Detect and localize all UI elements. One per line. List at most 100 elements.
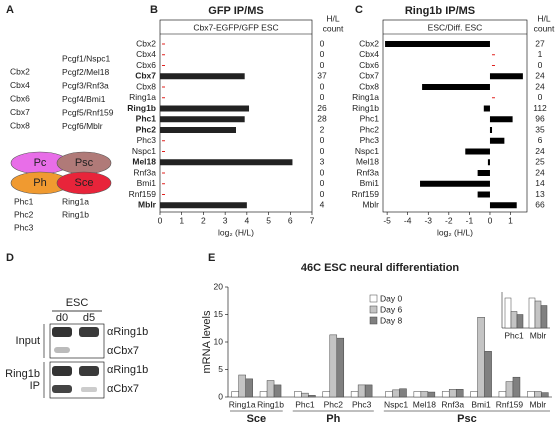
category-label: Phc1: [136, 114, 157, 124]
lane-label: d5: [83, 312, 95, 324]
bar: [470, 391, 478, 398]
bar: [505, 381, 514, 398]
blot-title: ESC: [66, 297, 89, 309]
category-label: Ring1a: [129, 92, 156, 102]
count-label: 0: [320, 146, 325, 156]
count-label: 66: [535, 200, 545, 210]
panel-label: A: [6, 4, 14, 16]
bar: [350, 391, 359, 398]
group-label: Sce: [247, 413, 267, 424]
category-label: Rnf3a: [133, 167, 156, 177]
cbx-label: Cbx8: [10, 120, 30, 130]
count-label: 0: [320, 189, 325, 199]
bar: [489, 137, 505, 144]
antibody-label: αCbx7: [107, 345, 139, 357]
count-label: 6: [538, 135, 543, 145]
legend-swatch: [369, 316, 378, 325]
category-label: Nspc1: [355, 146, 379, 156]
count-label: 112: [533, 103, 547, 113]
cbx-label: Cbx4: [10, 80, 30, 90]
x-tick-label: Phc1: [295, 399, 315, 409]
category-label: Bmi1: [360, 178, 380, 188]
category-label: Cbx4: [359, 49, 379, 59]
category-label: Ring1b: [352, 103, 379, 113]
chart-title: 46C ESC neural differentiation: [301, 262, 460, 274]
category-label: Nspc1: [132, 146, 156, 156]
bar: [294, 391, 302, 398]
bar: [273, 384, 282, 398]
category-label: Rnf159: [352, 189, 380, 199]
category-label: Cbx4: [136, 49, 156, 59]
category-label: Mel18: [132, 157, 156, 167]
bar: [329, 334, 338, 398]
panel-label: E: [208, 252, 215, 264]
category-label: Mel18: [356, 157, 379, 167]
pcgf-label: Pcgf3/Rnf3a: [62, 80, 109, 90]
sce-ellipse: [56, 171, 112, 195]
count-label: 0: [320, 135, 325, 145]
bar: [231, 391, 239, 398]
bar: [487, 159, 490, 166]
bar: [385, 41, 490, 47]
bar: [465, 148, 490, 155]
inset-bar: [504, 297, 512, 329]
bar: [477, 191, 490, 198]
plot-frame: [159, 19, 313, 213]
y-tick-label: 5: [218, 364, 223, 374]
bar: [512, 376, 521, 398]
bar: [427, 391, 436, 398]
x-axis-label: log₂ (H/L): [437, 227, 473, 237]
x-tick-label: 5: [266, 215, 271, 225]
bar: [160, 105, 250, 112]
count-label: 96: [535, 114, 545, 124]
count-label: 2: [320, 124, 325, 134]
pcgf-label: Pcgf1/Nspc1: [62, 53, 110, 63]
blot-group-label: IP: [30, 380, 40, 392]
x-tick-label: -1: [466, 215, 474, 225]
panel-label: C: [355, 4, 363, 16]
blot-group-label: Input: [16, 335, 40, 347]
chart-title: Ring1b IP/MS: [405, 5, 475, 17]
legend-swatch: [369, 294, 378, 303]
count-label: 13: [535, 189, 545, 199]
count-label: 24: [535, 71, 545, 81]
count-label: 4: [320, 200, 325, 210]
x-tick-label: Ring1a: [229, 399, 256, 409]
lane-label: d0: [56, 312, 68, 324]
bar: [489, 73, 523, 80]
category-label: Rnf3a: [356, 167, 379, 177]
antibody-label: αCbx7: [107, 383, 139, 395]
count-label: 28: [317, 114, 327, 124]
count-label: 0: [320, 178, 325, 188]
legend-label: Day 6: [380, 304, 402, 314]
category-label: Rnf159: [129, 189, 157, 199]
count-label: 3: [320, 157, 325, 167]
count-label: 37: [317, 71, 327, 81]
x-tick-label: 0: [488, 215, 493, 225]
x-tick-label: 0: [158, 215, 163, 225]
legend-label: Day 8: [380, 315, 402, 325]
cbx-label: Cbx7: [10, 107, 30, 117]
count-label: 0: [320, 167, 325, 177]
category-label: Cbx2: [136, 38, 156, 48]
bar: [534, 391, 542, 398]
bar: [160, 116, 245, 123]
y-axis-label: mRNA levels: [201, 310, 213, 373]
x-tick-label: 4: [244, 215, 249, 225]
bar: [160, 73, 245, 80]
cbx-label: Cbx6: [10, 93, 30, 103]
blot-band: [79, 366, 99, 376]
phc-label: Phc1: [14, 196, 34, 206]
group-label: Ph: [326, 413, 340, 424]
bar: [422, 84, 490, 90]
bar: [322, 391, 331, 398]
bar: [336, 337, 345, 398]
count-label: 0: [538, 60, 543, 70]
x-tick-label: -2: [445, 215, 453, 225]
x-tick-label: 6: [288, 215, 293, 225]
count-label: 24: [535, 167, 545, 177]
count-header: count: [323, 23, 344, 33]
count-header: count: [534, 23, 555, 33]
category-label: Mblr: [138, 200, 157, 210]
group-label: Psc: [457, 413, 477, 424]
